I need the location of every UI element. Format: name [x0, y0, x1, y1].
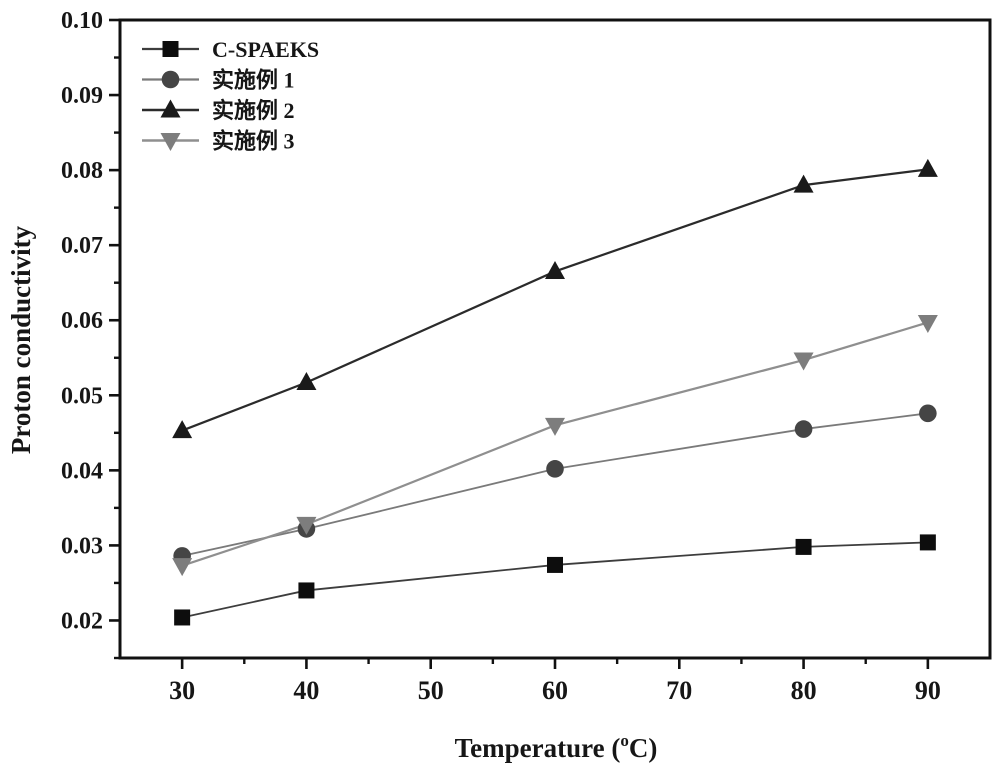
x-tick-label: 60	[542, 676, 568, 705]
y-tick-label: 0.02	[61, 608, 103, 634]
x-tick-label: 90	[915, 676, 941, 705]
x-tick-label: 30	[169, 676, 195, 705]
x-axis-label-suffix: C)	[629, 733, 658, 763]
legend-marker-icon	[161, 70, 180, 89]
legend-label: 实施例 3	[212, 129, 295, 154]
degree-superscript: o	[620, 731, 629, 750]
series-line	[181, 321, 929, 567]
legend-marker-icon	[160, 133, 181, 151]
y-tick-label: 0.04	[61, 458, 103, 484]
y-tick-label: 0.09	[61, 83, 103, 109]
y-tick-label: 0.06	[61, 308, 103, 334]
data-point-marker	[545, 417, 565, 436]
data-point-marker	[794, 420, 813, 438]
series-line	[181, 168, 928, 432]
data-point-marker	[795, 538, 812, 555]
y-tick-label: 0.07	[61, 233, 103, 259]
x-tick-label: 50	[418, 676, 444, 705]
data-point-marker	[917, 158, 938, 177]
plot-frame	[118, 18, 992, 660]
data-point-marker	[296, 372, 317, 391]
data-point-marker	[546, 460, 564, 478]
data-point-marker	[919, 404, 937, 423]
data-point-marker	[793, 174, 814, 193]
data-point-marker	[917, 314, 938, 333]
x-axis-label: Temperature (oC)	[455, 731, 658, 763]
data-point-marker	[793, 352, 814, 371]
data-point-marker	[298, 582, 315, 599]
legend-marker-icon	[160, 99, 181, 118]
data-point-marker	[296, 516, 317, 535]
legend-label: C-SPAEKS	[212, 37, 319, 62]
data-point-marker	[545, 260, 565, 279]
series-line	[181, 541, 928, 619]
y-tick-label: 0.05	[61, 383, 103, 409]
data-point-marker	[547, 556, 563, 573]
data-point-marker	[919, 534, 936, 551]
y-tick-label: 0.10	[61, 8, 103, 34]
x-axis-label-prefix: Temperature (	[455, 733, 621, 763]
x-tick-label: 80	[791, 676, 817, 705]
data-point-marker	[172, 420, 193, 439]
legend-label: 实施例 2	[212, 98, 295, 123]
legend-marker-icon	[162, 41, 179, 57]
y-tick-label: 0.08	[61, 158, 103, 184]
data-point-marker	[174, 609, 191, 626]
data-point-marker	[172, 558, 193, 577]
y-tick-label: 0.03	[61, 533, 103, 559]
legend-label: 实施例 1	[212, 68, 295, 93]
x-tick-label: 40	[293, 676, 319, 705]
plot-area: 30 40 50 60 70 80 90 0.02 0.03 0.04 0.05 0.06 0.07 0.…	[61, 8, 992, 705]
y-axis-label: Proton conductivity	[6, 225, 36, 454]
x-tick-label: 70	[666, 676, 692, 705]
